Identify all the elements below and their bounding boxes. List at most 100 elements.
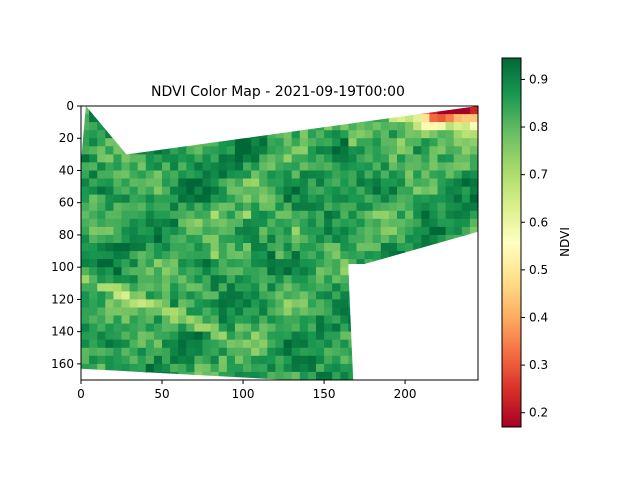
heatmap-cell xyxy=(194,226,204,236)
heatmap-cell xyxy=(162,307,171,317)
heatmap-cell xyxy=(186,170,195,180)
heatmap-cell xyxy=(316,114,325,123)
heatmap-cell xyxy=(453,371,463,380)
heatmap-cell xyxy=(324,114,333,123)
heatmap-cell xyxy=(89,226,98,236)
heatmap-cell xyxy=(388,122,398,131)
heatmap-cell xyxy=(397,363,406,373)
heatmap-cell xyxy=(113,178,123,188)
heatmap-cell xyxy=(202,267,212,276)
heatmap-cell xyxy=(413,194,422,204)
heatmap-cell xyxy=(380,178,390,188)
heatmap-cell xyxy=(275,371,285,380)
heatmap-cell xyxy=(218,339,228,349)
heatmap-cell xyxy=(397,315,406,325)
heatmap-cell xyxy=(413,291,422,301)
heatmap-cell xyxy=(429,275,439,284)
heatmap-cell xyxy=(380,210,390,220)
heatmap-cell xyxy=(162,291,171,301)
heatmap-cell xyxy=(89,243,98,252)
heatmap-cell xyxy=(121,315,131,325)
heatmap-cell xyxy=(364,283,374,292)
heatmap-cell xyxy=(388,226,398,236)
heatmap-cell xyxy=(105,138,114,147)
heatmap-cell xyxy=(397,162,406,172)
heatmap-cell xyxy=(332,307,341,317)
heatmap-cell xyxy=(421,202,430,212)
heatmap-cell xyxy=(299,178,309,188)
heatmap-cell xyxy=(170,307,179,317)
heatmap-cell xyxy=(186,363,195,373)
heatmap-cell xyxy=(105,315,114,325)
heatmap-cell xyxy=(251,170,260,180)
heatmap-cell xyxy=(162,114,171,123)
heatmap-cell xyxy=(162,210,171,220)
heatmap-cell xyxy=(153,307,163,317)
heatmap-cell xyxy=(89,130,98,139)
heatmap-cell xyxy=(469,226,478,236)
heatmap-cell xyxy=(170,243,179,252)
heatmap-cell xyxy=(405,259,414,268)
heatmap-cell xyxy=(316,234,325,244)
heatmap-cell xyxy=(259,371,268,380)
heatmap-cell xyxy=(243,186,252,196)
heatmap-cell xyxy=(372,323,382,333)
heatmap-cell xyxy=(129,130,139,139)
heatmap-cell xyxy=(316,275,325,284)
heatmap-cell xyxy=(332,347,341,357)
heatmap-cell xyxy=(388,323,398,333)
heatmap-cell xyxy=(332,283,341,292)
heatmap-cell xyxy=(469,154,478,164)
heatmap-cell xyxy=(121,307,131,317)
heatmap-cell xyxy=(226,138,236,147)
heatmap-cell xyxy=(81,146,90,155)
heatmap-cell xyxy=(307,267,317,276)
heatmap-cell xyxy=(469,355,478,365)
heatmap-cell xyxy=(105,202,114,212)
heatmap-cell xyxy=(267,130,276,139)
heatmap-cell xyxy=(89,106,98,115)
heatmap-cell xyxy=(316,162,325,172)
heatmap-cell xyxy=(178,178,187,188)
heatmap-cell xyxy=(283,226,293,236)
heatmap-cell xyxy=(97,363,106,373)
heatmap-cell xyxy=(202,339,212,349)
heatmap-cell xyxy=(81,331,90,341)
heatmap-cell xyxy=(307,355,317,365)
heatmap-cell xyxy=(267,243,276,252)
heatmap-cell xyxy=(97,355,106,365)
heatmap-cell xyxy=(421,323,430,333)
heatmap-cell xyxy=(218,162,228,172)
heatmap-cell xyxy=(405,122,414,131)
heatmap-cell xyxy=(186,243,195,252)
heatmap-cell xyxy=(145,106,155,115)
heatmap-cell xyxy=(194,315,204,325)
heatmap-cell xyxy=(437,210,447,220)
heatmap-cell xyxy=(81,122,90,131)
heatmap-cell xyxy=(162,363,171,373)
heatmap-cell xyxy=(202,251,212,260)
heatmap-cell xyxy=(429,251,439,260)
heatmap-cell xyxy=(453,347,463,357)
heatmap-cell xyxy=(234,283,244,292)
heatmap-cell xyxy=(243,146,252,155)
heatmap-cell xyxy=(259,122,268,131)
heatmap-cell xyxy=(234,226,244,236)
heatmap-cell xyxy=(397,331,406,341)
heatmap-cell xyxy=(283,355,293,365)
heatmap-cell xyxy=(105,154,114,164)
heatmap-cell xyxy=(380,234,390,244)
heatmap-cell xyxy=(299,138,309,147)
heatmap-cell xyxy=(388,130,398,139)
heatmap-cell xyxy=(97,186,106,196)
heatmap-cell xyxy=(413,299,422,309)
heatmap-cell xyxy=(202,106,212,115)
heatmap-cell xyxy=(364,114,374,123)
heatmap-cell xyxy=(97,275,106,284)
heatmap-cell xyxy=(461,307,471,317)
heatmap-cell xyxy=(356,323,366,333)
heatmap-cell xyxy=(307,323,317,333)
heatmap-cell xyxy=(299,267,309,276)
heatmap-cell xyxy=(275,178,285,188)
heatmap-cell xyxy=(218,283,228,292)
